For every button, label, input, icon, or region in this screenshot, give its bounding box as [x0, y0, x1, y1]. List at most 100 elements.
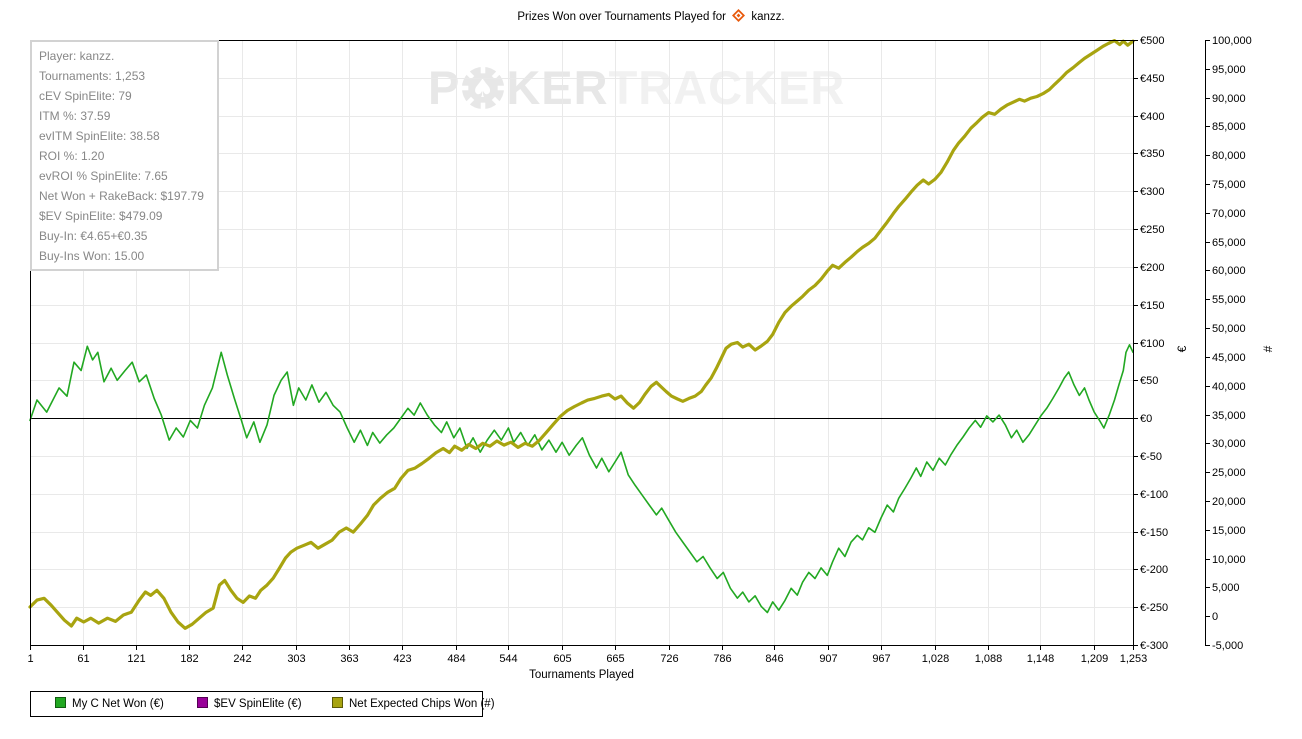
chips-axis-label: 45,000 — [1212, 352, 1246, 364]
stat-line-networn: Net Won + RakeBack: $197.79 — [39, 189, 204, 203]
x-axis-label: 1,088 — [975, 653, 1003, 665]
chips-axis-label: 65,000 — [1212, 237, 1246, 249]
x-axis-label: 1,253 — [1120, 653, 1148, 665]
euro-axis-unit: € — [1175, 345, 1189, 352]
x-axis-label: 605 — [553, 653, 571, 665]
svg-text:♠: ♠ — [471, 74, 495, 104]
legend-item-expected-chips: Net Expected Chips Won (#) — [332, 692, 495, 716]
x-axis-label: 242 — [233, 653, 251, 665]
stat-line-sev: $EV SpinElite: $479.09 — [39, 209, 163, 223]
stat-line-tournaments: Tournaments: 1,253 — [39, 69, 146, 83]
poker-chip-icon: ♠ — [460, 65, 507, 111]
euro-axis-label: €350 — [1140, 148, 1164, 160]
stat-line-buyinswon: Buy-Ins Won: 15.00 — [39, 249, 145, 263]
chips-axis-label: 70,000 — [1212, 208, 1246, 220]
x-axis-label: 303 — [287, 653, 305, 665]
chips-axis-label: 80,000 — [1212, 150, 1246, 162]
chips-axis-label: 60,000 — [1212, 265, 1246, 277]
stat-line-evitm: evITM SpinElite: 38.58 — [39, 129, 160, 143]
x-axis-label: 61 — [77, 653, 89, 665]
watermark-part3: TRACKER — [608, 61, 846, 114]
euro-axis-label: €0 — [1140, 413, 1152, 425]
chart-title: Prizes Won over Tournaments Played for k… — [0, 9, 1302, 25]
chips-axis-label: 35,000 — [1212, 410, 1246, 422]
chart-title-prefix: Prizes Won over Tournaments Played for — [517, 11, 726, 23]
x-axis-label: 907 — [819, 653, 837, 665]
chips-axis-label: 95,000 — [1212, 64, 1246, 76]
chips-axis-unit: # — [1261, 345, 1275, 352]
x-axis-label: 786 — [713, 653, 731, 665]
legend-swatch-green — [55, 697, 66, 708]
x-axis-label: 726 — [660, 653, 678, 665]
chips-axis-label: -5,000 — [1212, 640, 1243, 652]
chart-title-player: kanzz. — [751, 11, 785, 23]
legend-label: My C Net Won (€) — [72, 698, 164, 710]
chips-axis-label: 50,000 — [1212, 323, 1246, 335]
x-axis-label: 484 — [447, 653, 465, 665]
watermark-part2: KER — [506, 61, 609, 114]
legend-item-ev-spinelite: $EV SpinElite (€) — [197, 692, 302, 716]
euro-axis-label: €-250 — [1140, 602, 1168, 614]
watermark-part1: P — [428, 61, 461, 114]
x-axis-label: 665 — [606, 653, 624, 665]
pokertracker-watermark: P ♠ KERTRACKER — [428, 60, 845, 115]
euro-axis-label: €450 — [1140, 73, 1164, 85]
euro-axis-label: €500 — [1140, 35, 1164, 47]
euro-axis-label: €200 — [1140, 262, 1164, 274]
x-axis-label: 1,209 — [1081, 653, 1109, 665]
stats-overlay: Player: kanzz. Tournaments: 1,253 cEV Sp… — [30, 40, 219, 271]
x-axis-label: 544 — [499, 653, 517, 665]
stat-line-player: Player: kanzz. — [39, 49, 115, 63]
euro-axis-label: €-50 — [1140, 451, 1162, 463]
euro-axis-label: €300 — [1140, 186, 1164, 198]
legend-label: Net Expected Chips Won (#) — [349, 698, 495, 710]
chips-axis-label: 55,000 — [1212, 294, 1246, 306]
chips-axis-label: 100,000 — [1212, 35, 1252, 47]
euro-axis-label: €50 — [1140, 375, 1158, 387]
stat-line-itm: ITM %: 37.59 — [39, 109, 111, 123]
chips-axis-label: 25,000 — [1212, 467, 1246, 479]
x-axis-label: 182 — [180, 653, 198, 665]
chips-axis-label: 90,000 — [1212, 93, 1246, 105]
x-axis-label: 363 — [340, 653, 358, 665]
euro-axis-label: €400 — [1140, 111, 1164, 123]
legend-item-net-won: My C Net Won (€) — [55, 692, 164, 716]
stat-line-evroi: evROI % SpinElite: 7.65 — [39, 169, 168, 183]
euro-axis-label: €-100 — [1140, 489, 1168, 501]
stat-line-buyin: Buy-In: €4.65+€0.35 — [39, 229, 148, 243]
legend-swatch-olive — [332, 697, 343, 708]
x-axis-title: Tournaments Played — [529, 669, 634, 681]
series-line-0 — [29, 344, 1134, 614]
pokerstars-diamond-icon — [732, 9, 746, 25]
legend-label: $EV SpinElite (€) — [214, 698, 302, 710]
chips-axis-label: 40,000 — [1212, 381, 1246, 393]
x-axis-label: 967 — [872, 653, 890, 665]
chips-axis-label: 85,000 — [1212, 121, 1246, 133]
euro-axis-label: €-150 — [1140, 527, 1168, 539]
chips-axis-label: 5,000 — [1212, 582, 1240, 594]
series-line-2 — [28, 39, 1135, 630]
euro-axis-label: €250 — [1140, 224, 1164, 236]
x-axis-label: 423 — [393, 653, 411, 665]
chips-axis-label: 30,000 — [1212, 438, 1246, 450]
chips-axis-label: 15,000 — [1212, 525, 1246, 537]
x-axis-label: 1 — [27, 653, 33, 665]
x-axis-label: 1,148 — [1027, 653, 1055, 665]
euro-axis-label: €150 — [1140, 300, 1164, 312]
euro-axis-label: €-200 — [1140, 564, 1168, 576]
chips-axis-label: 75,000 — [1212, 179, 1246, 191]
x-axis-label: 846 — [765, 653, 783, 665]
stat-line-roi: ROI %: 1.20 — [39, 149, 105, 163]
euro-axis-label: €-300 — [1140, 640, 1168, 652]
x-axis-label: 1,028 — [922, 653, 950, 665]
euro-axis-label: €100 — [1140, 338, 1164, 350]
legend: My C Net Won (€) $EV SpinElite (€) Net E… — [30, 691, 495, 717]
chips-axis-label: 0 — [1212, 611, 1218, 623]
chips-axis-label: 20,000 — [1212, 496, 1246, 508]
x-axis-label: 121 — [127, 653, 145, 665]
legend-swatch-purple — [197, 697, 208, 708]
stat-line-cev: cEV SpinElite: 79 — [39, 89, 132, 103]
chips-axis-label: 10,000 — [1212, 554, 1246, 566]
